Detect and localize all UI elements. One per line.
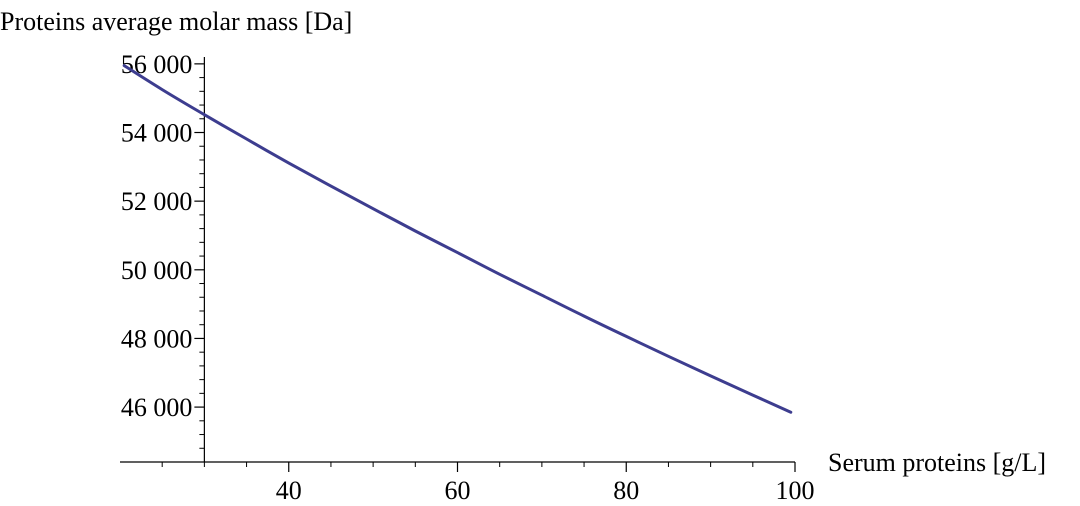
y-axis-ticks: 46 000 48 000 50 000 52 000 54 000 56 000	[121, 50, 205, 422]
series-line	[122, 64, 793, 414]
x-tick-label: 40	[276, 476, 302, 505]
minor-ticks	[161, 77, 754, 467]
y-tick-label: 56 000	[121, 50, 193, 79]
y-axis-title: Proteins average molar mass [Da]	[0, 7, 352, 36]
y-tick-label: 54 000	[121, 119, 193, 148]
y-tick-label: 52 000	[121, 187, 193, 216]
y-tick-label: 46 000	[121, 393, 193, 422]
x-axis-title: Serum proteins [g/L]	[828, 448, 1046, 477]
x-tick-label: 80	[613, 476, 639, 505]
x-tick-label: 100	[776, 476, 815, 505]
y-tick-label: 48 000	[121, 324, 193, 353]
x-axis-ticks: 40 60 80 100	[276, 462, 815, 505]
y-tick-label: 50 000	[121, 256, 193, 285]
x-tick-label: 60	[445, 476, 471, 505]
